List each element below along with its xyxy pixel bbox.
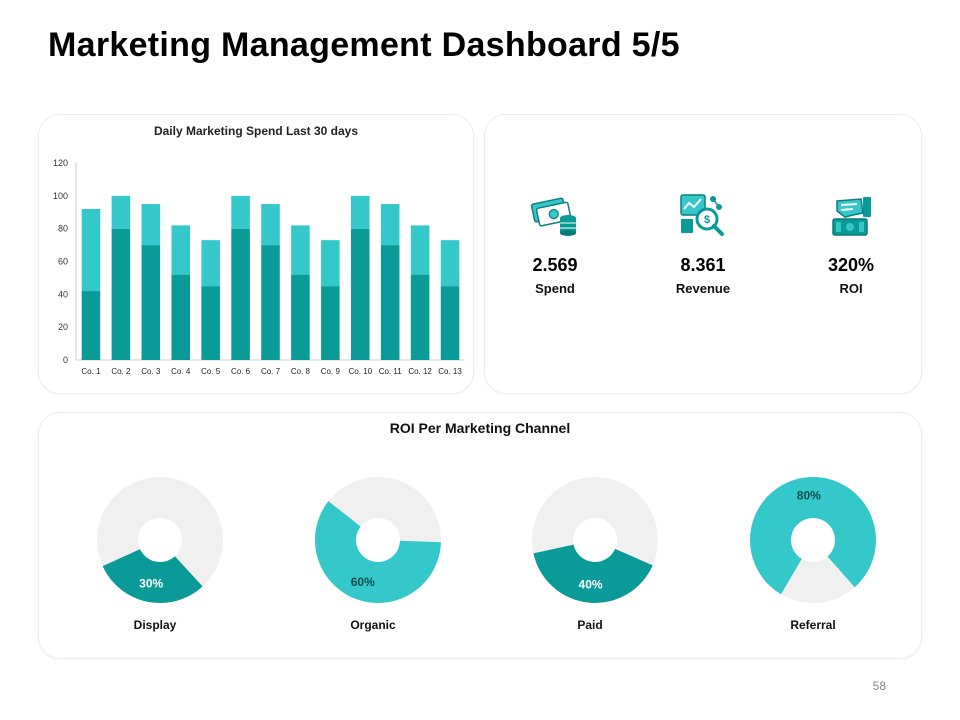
kpi-revenue-label: Revenue: [675, 281, 731, 296]
kpi-roi-value: 320%: [827, 255, 875, 275]
x-tick-label: Co. 10: [348, 367, 372, 376]
donut-channel-label: Display: [134, 618, 177, 632]
kpi-roi-label: ROI: [839, 281, 863, 296]
donut-segment: [750, 477, 876, 595]
bar-segment: [291, 225, 310, 275]
donut-value-label: 40%: [579, 577, 603, 591]
y-tick-label: 100: [53, 191, 68, 201]
page-title: Marketing Management Dashboard 5/5: [48, 26, 680, 64]
bar-segment: [141, 204, 161, 246]
roi-donut-charts: 30% Display 60% Organic 40% Paid 80% Referral: [97, 477, 876, 632]
hand-money-icon: [832, 197, 871, 236]
donut-value-label: 60%: [351, 575, 375, 589]
kpi-revenue: $ 8.361 Revenue: [633, 187, 773, 296]
bar-segment: [350, 228, 370, 360]
y-tick-label: 120: [53, 158, 68, 168]
x-tick-label: Co. 4: [171, 367, 191, 376]
revenue-search-icon: $: [680, 194, 724, 236]
donut-segment: [315, 501, 441, 603]
bar-segment: [321, 286, 340, 360]
donut-segment: [533, 544, 653, 604]
kpi-panel: 2.569 Spend $ 8.361 Revenue 320%: [484, 114, 922, 394]
bar-segment: [380, 204, 400, 246]
bar-segment: [410, 274, 430, 360]
bar-segment: [410, 225, 430, 275]
x-tick-label: Co. 9: [321, 367, 341, 376]
bar-segment: [141, 245, 161, 360]
y-tick-label: 60: [58, 257, 68, 267]
y-tick-label: 80: [58, 224, 68, 234]
bar-segment: [201, 286, 220, 360]
donut-channel-label: Referral: [790, 618, 835, 632]
bar-segment: [380, 245, 400, 360]
donut-segment: [102, 549, 203, 603]
spend-bar-chart: 0 20 40 60 80 100 120 Co. 1 Co. 2 Co. 3 Co. 4 Co. 5…: [53, 158, 465, 376]
bar-segment: [261, 245, 280, 360]
bar-segment: [171, 225, 191, 275]
x-tick-label: Co. 5: [201, 367, 221, 376]
money-coins-icon: [530, 197, 576, 236]
roi-channel-panel: ROI Per Marketing Channel 30% Display 60% O…: [38, 412, 922, 659]
kpi-roi: 320% ROI: [781, 187, 921, 296]
bar-segment: [350, 195, 370, 229]
bar-segment: [440, 286, 460, 360]
bar-segment: [440, 240, 460, 287]
bar-segment: [321, 240, 340, 287]
kpi-spend-label: Spend: [535, 281, 575, 296]
x-tick-label: Co. 1: [81, 367, 101, 376]
y-tick-label: 20: [58, 322, 68, 332]
x-tick-label: Co. 11: [379, 367, 403, 376]
bar-segment: [81, 291, 101, 360]
bar-segment: [81, 208, 101, 292]
x-tick-label: Co. 13: [438, 367, 462, 376]
bar-segment: [111, 195, 131, 229]
bar-segment: [231, 228, 250, 360]
bar-segment: [231, 195, 250, 229]
y-tick-label: 0: [63, 355, 68, 365]
page-number: 58: [872, 679, 886, 693]
spend-chart-panel: Daily Marketing Spend Last 30 days 0 20 40…: [38, 114, 474, 394]
bar-segment: [201, 240, 220, 287]
bar-segment: [111, 228, 131, 360]
roi-chart-title: ROI Per Marketing Channel: [389, 420, 571, 436]
kpi-spend-value: 2.569: [532, 255, 578, 275]
x-tick-label: Co. 6: [231, 367, 251, 376]
kpi-spend: 2.569 Spend: [485, 187, 625, 296]
x-tick-label: Co. 2: [111, 367, 131, 376]
donut-channel-label: Paid: [577, 618, 602, 632]
x-tick-label: Co. 3: [141, 367, 161, 376]
bar-segment: [291, 274, 310, 360]
donut-value-label: 80%: [797, 489, 821, 503]
bar-segment: [261, 204, 280, 246]
x-tick-label: Co. 7: [261, 367, 281, 376]
spend-chart-title: Daily Marketing Spend Last 30 days: [153, 124, 359, 138]
svg-text:$: $: [704, 214, 710, 226]
kpi-revenue-value: 8.361: [680, 255, 726, 275]
x-tick-label: Co. 12: [408, 367, 432, 376]
x-tick-label: Co. 8: [291, 367, 311, 376]
y-tick-label: 40: [58, 289, 68, 299]
donut-channel-label: Organic: [350, 618, 396, 632]
donut-value-label: 30%: [139, 577, 163, 591]
bar-segment: [171, 274, 191, 360]
